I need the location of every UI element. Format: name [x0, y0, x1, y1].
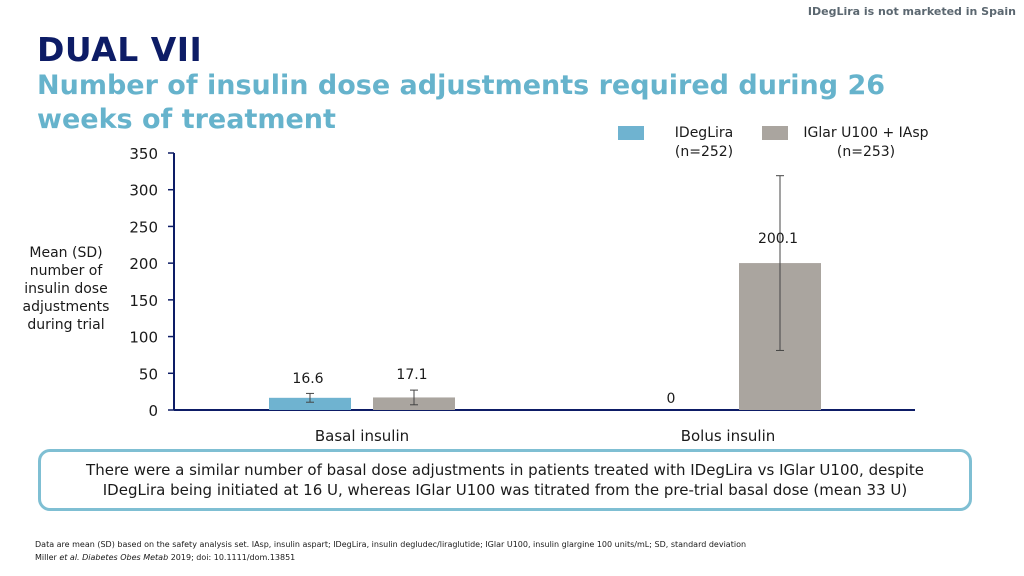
- disclaimer: IDegLira is not marketed in Spain: [807, 5, 1016, 18]
- data-label: 16.6: [292, 371, 323, 387]
- reference-journal: et al. Diabetes Obes Metab: [59, 553, 169, 562]
- data-label: 17.1: [396, 367, 427, 383]
- legend-label-iglar: IGlar U100 + IAsp (n=253): [803, 125, 929, 160]
- y-axis-label: Mean (SD) number of insulin dose adjustm…: [22, 245, 110, 333]
- bar-chart: 0 50 100 150 200 250 300 350 Basal insulin 16.6 17…: [129, 145, 915, 445]
- key-finding-callout: There were a similar number of basal dos…: [38, 449, 972, 511]
- legend-item-iglar: IGlar U100 + IAsp (n=253): [762, 124, 936, 162]
- y-tick-label: 250: [129, 218, 158, 236]
- legend-swatch-ideglira: [618, 126, 644, 140]
- y-tick-label: 300: [129, 182, 158, 200]
- y-tick-label: 200: [129, 255, 158, 273]
- x-category-label: Basal insulin: [315, 427, 409, 445]
- reference-author: Miller: [35, 553, 57, 562]
- x-category-label: Bolus insulin: [681, 427, 776, 445]
- reference: Miller et al. Diabetes Obes Metab 2019; …: [35, 553, 295, 562]
- page-title: DUAL VII: [37, 30, 203, 69]
- reference-details: 2019; doi: 10.1111/dom.13851: [170, 553, 296, 562]
- footnote: Data are mean (SD) based on the safety a…: [35, 540, 747, 549]
- legend-item-ideglira: IDegLira (n=252): [618, 124, 736, 162]
- y-tick-label: 350: [129, 145, 158, 163]
- y-tick-label: 150: [129, 292, 158, 310]
- legend-label-ideglira: IDegLira (n=252): [674, 125, 734, 160]
- y-tick-label: 100: [129, 329, 158, 347]
- legend-swatch-iglar: [762, 126, 788, 140]
- data-label: 0: [667, 391, 676, 407]
- bar-ideglira: [269, 397, 351, 410]
- y-tick-label: 50: [139, 365, 158, 383]
- page-subtitle: Number of insulin dose adjustments requi…: [37, 70, 886, 135]
- data-label: 200.1: [758, 231, 798, 247]
- callout-text: There were a similar number of basal dos…: [86, 461, 924, 499]
- y-tick-label: 0: [148, 402, 158, 420]
